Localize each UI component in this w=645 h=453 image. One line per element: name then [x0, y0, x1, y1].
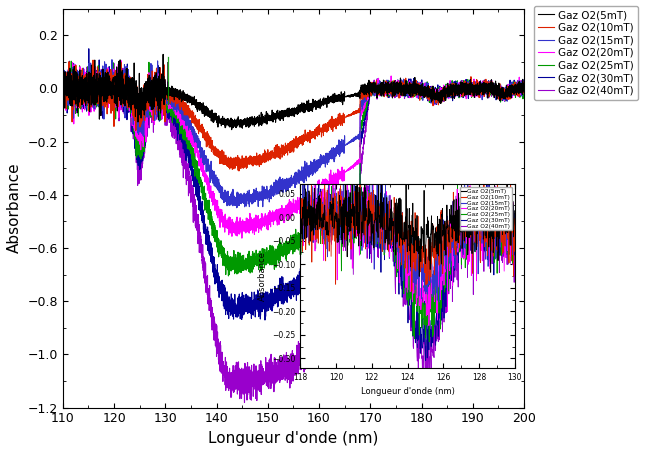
- Gaz O2(25mT): [335, 212, 343, 217]
- X-axis label: Longueur d'onde (nm): Longueur d'onde (nm): [208, 431, 379, 446]
- Gaz O2(5mT): [143, 82, 150, 87]
- Gaz O2(25mT): [59, 87, 66, 92]
- Gaz O2(5mT): [228, 127, 235, 132]
- Gaz O2(15mT): [143, 112, 150, 117]
- Gaz O2(25mT): [520, 83, 528, 89]
- Gaz O2(20mT): [359, 105, 367, 110]
- Gaz O2(10mT): [89, 58, 97, 63]
- Gaz O2(20mT): [117, 58, 125, 63]
- Line: Gaz O2(15mT): Gaz O2(15mT): [63, 60, 524, 208]
- Gaz O2(20mT): [520, 85, 528, 90]
- Gaz O2(40mT): [520, 81, 528, 87]
- Gaz O2(10mT): [335, 117, 343, 122]
- Gaz O2(30mT): [59, 92, 66, 97]
- Gaz O2(5mT): [403, 87, 411, 92]
- Gaz O2(40mT): [403, 89, 411, 94]
- Gaz O2(40mT): [241, 400, 248, 405]
- Gaz O2(40mT): [110, 61, 118, 66]
- Gaz O2(25mT): [403, 85, 411, 91]
- Gaz O2(15mT): [235, 194, 243, 200]
- Gaz O2(10mT): [143, 92, 150, 97]
- Line: Gaz O2(25mT): Gaz O2(25mT): [63, 61, 524, 276]
- Gaz O2(15mT): [335, 154, 343, 159]
- Line: Gaz O2(40mT): Gaz O2(40mT): [63, 63, 524, 403]
- Gaz O2(20mT): [335, 176, 343, 182]
- Gaz O2(30mT): [403, 83, 411, 89]
- Gaz O2(15mT): [520, 87, 528, 93]
- Gaz O2(5mT): [439, 98, 446, 103]
- Gaz O2(20mT): [238, 236, 246, 241]
- Gaz O2(30mT): [235, 300, 243, 306]
- Gaz O2(20mT): [59, 96, 66, 101]
- Gaz O2(10mT): [235, 168, 243, 173]
- Line: Gaz O2(5mT): Gaz O2(5mT): [63, 54, 524, 130]
- Gaz O2(30mT): [359, 129, 367, 134]
- Gaz O2(5mT): [335, 95, 343, 101]
- Gaz O2(30mT): [335, 242, 343, 248]
- Gaz O2(25mT): [439, 90, 446, 96]
- Gaz O2(30mT): [143, 109, 150, 114]
- Gaz O2(15mT): [359, 101, 367, 106]
- Gaz O2(40mT): [359, 148, 367, 154]
- Gaz O2(20mT): [439, 95, 446, 100]
- Gaz O2(10mT): [403, 85, 411, 91]
- Gaz O2(10mT): [359, 95, 367, 100]
- Gaz O2(25mT): [143, 116, 150, 121]
- Gaz O2(30mT): [261, 317, 269, 323]
- Gaz O2(40mT): [59, 86, 66, 92]
- Gaz O2(15mT): [59, 79, 66, 84]
- Gaz O2(10mT): [439, 88, 446, 94]
- Line: Gaz O2(10mT): Gaz O2(10mT): [63, 60, 524, 171]
- Gaz O2(40mT): [143, 117, 150, 123]
- Gaz O2(10mT): [520, 82, 528, 87]
- Line: Gaz O2(20mT): Gaz O2(20mT): [63, 61, 524, 238]
- Gaz O2(40mT): [439, 91, 446, 96]
- Line: Gaz O2(30mT): Gaz O2(30mT): [63, 49, 524, 320]
- Gaz O2(25mT): [224, 273, 232, 279]
- Gaz O2(30mT): [85, 46, 93, 52]
- Gaz O2(10mT): [59, 77, 66, 83]
- Gaz O2(15mT): [439, 97, 446, 103]
- Y-axis label: Absorbance: Absorbance: [7, 163, 22, 254]
- Gaz O2(15mT): [403, 87, 411, 92]
- Gaz O2(5mT): [520, 81, 528, 86]
- Gaz O2(15mT): [233, 205, 241, 211]
- Gaz O2(25mT): [359, 116, 367, 121]
- Gaz O2(40mT): [335, 324, 343, 330]
- Gaz O2(20mT): [235, 231, 243, 236]
- Gaz O2(40mT): [235, 376, 243, 381]
- Gaz O2(30mT): [439, 93, 446, 99]
- Legend: Gaz O2(5mT), Gaz O2(10mT), Gaz O2(15mT), Gaz O2(20mT), Gaz O2(25mT), Gaz O2(30mT: Gaz O2(5mT), Gaz O2(10mT), Gaz O2(15mT),…: [534, 6, 638, 100]
- Gaz O2(20mT): [143, 105, 150, 110]
- Gaz O2(10mT): [235, 157, 243, 163]
- Gaz O2(15mT): [108, 57, 116, 63]
- Gaz O2(25mT): [235, 253, 243, 259]
- Gaz O2(25mT): [67, 58, 75, 64]
- Gaz O2(30mT): [520, 84, 528, 90]
- Gaz O2(5mT): [59, 73, 66, 79]
- Gaz O2(20mT): [403, 90, 411, 95]
- Gaz O2(5mT): [159, 52, 167, 57]
- Gaz O2(5mT): [359, 87, 367, 92]
- Gaz O2(5mT): [235, 120, 243, 125]
